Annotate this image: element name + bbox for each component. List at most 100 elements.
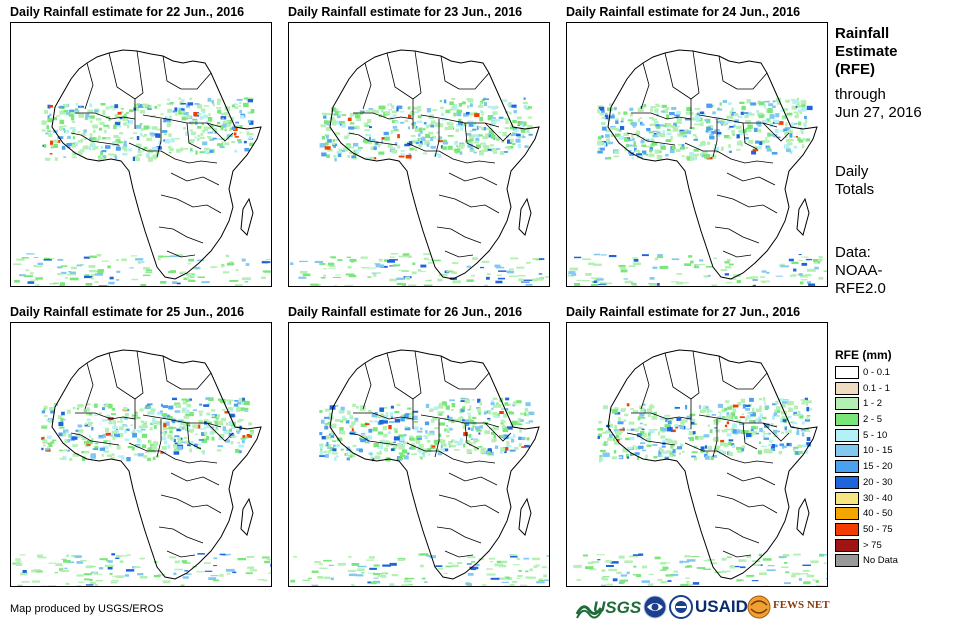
rain-cell — [679, 560, 684, 564]
rain-cell — [236, 429, 239, 432]
rain-cell — [470, 567, 476, 571]
rain-cell — [169, 270, 176, 273]
rain-cell — [482, 145, 488, 148]
rain-cell — [101, 150, 107, 153]
rain-cell — [689, 112, 694, 115]
rain-cell — [623, 111, 628, 115]
rain-cell — [334, 456, 337, 461]
rain-cell — [478, 126, 482, 128]
rain-cell — [498, 270, 507, 272]
rain-cell — [157, 258, 161, 261]
rain-cell — [224, 128, 227, 132]
rain-cell — [80, 264, 85, 266]
rain-cell — [299, 260, 308, 263]
rain-cell — [167, 98, 170, 101]
rain-cell — [761, 270, 767, 273]
rain-cell — [696, 264, 700, 267]
country-border — [664, 52, 692, 100]
rain-cell — [64, 439, 67, 444]
rain-cell — [355, 420, 358, 422]
rain-cell — [792, 421, 798, 425]
rain-cell — [167, 108, 172, 113]
rain-cell — [90, 120, 93, 124]
rain-cell — [633, 259, 639, 262]
rain-cell — [525, 283, 533, 286]
rain-cell — [414, 111, 420, 114]
rain-cell — [737, 449, 743, 453]
rain-cell — [188, 411, 194, 414]
rain-cell — [484, 284, 489, 286]
rain-cell — [624, 280, 633, 284]
panel-title: Daily Rainfall estimate for 22 Jun., 201… — [10, 5, 245, 19]
rain-cell — [319, 455, 326, 457]
rain-cell — [237, 450, 242, 454]
rain-cell — [117, 111, 122, 115]
rain-cell — [65, 113, 69, 116]
rain-cell — [780, 265, 789, 268]
rain-cell — [85, 113, 90, 118]
rain-cell — [43, 259, 52, 261]
rain-cell — [688, 431, 695, 436]
rain-cell — [409, 412, 415, 416]
rain-cell — [444, 404, 447, 407]
rain-cell — [666, 427, 673, 432]
rain-cell — [422, 454, 426, 458]
rain-cell — [188, 279, 196, 282]
rain-cell — [521, 281, 530, 283]
rain-cell — [125, 112, 129, 114]
rain-cell — [218, 438, 223, 441]
rain-cell — [185, 409, 190, 414]
rain-cell — [140, 127, 144, 131]
rain-cell — [192, 119, 196, 124]
rain-cell — [332, 139, 335, 142]
rain-cell — [140, 420, 145, 424]
rain-cell — [480, 449, 487, 454]
rain-cell — [525, 576, 531, 579]
rain-cell — [797, 121, 802, 126]
country-border — [128, 142, 161, 152]
rain-cell — [467, 419, 473, 424]
rain-cell — [319, 410, 323, 413]
rain-cell — [199, 116, 204, 120]
rain-cell — [513, 109, 517, 114]
rain-cell — [703, 434, 710, 438]
rain-cell — [236, 406, 240, 410]
rain-cell — [90, 581, 96, 585]
rain-cell — [328, 433, 335, 438]
rain-cell — [54, 572, 58, 574]
rain-cell — [77, 131, 80, 133]
rain-cell — [373, 577, 379, 579]
rain-cell — [394, 418, 401, 423]
rain-cell — [658, 447, 662, 450]
rain-cell — [440, 444, 443, 448]
rain-cell — [50, 410, 55, 414]
rain-cell — [162, 405, 168, 408]
rain-cell — [245, 400, 250, 406]
rain-cell — [452, 280, 461, 284]
rain-cell — [781, 566, 789, 568]
legend-item: 0.1 - 1 — [835, 381, 892, 398]
rain-cell — [689, 413, 696, 417]
rain-cell — [412, 262, 416, 265]
legend-label: 20 - 30 — [863, 476, 893, 488]
rain-cell — [147, 403, 153, 406]
rain-cell — [788, 429, 792, 434]
rain-cell — [526, 125, 533, 130]
rain-cell — [174, 435, 180, 438]
rain-cell — [637, 107, 644, 112]
rain-cell — [447, 135, 454, 137]
rain-cell — [438, 433, 442, 437]
rain-cell — [369, 567, 377, 570]
rain-cell — [479, 151, 484, 156]
rain-cell — [358, 448, 363, 453]
rain-cell — [616, 439, 620, 442]
rain-cell — [99, 447, 105, 451]
rain-cell — [314, 561, 321, 563]
rain-cell — [751, 426, 757, 429]
rain-cell — [415, 142, 420, 145]
rain-cell — [50, 140, 54, 145]
rain-cell — [42, 425, 48, 427]
rain-cell — [380, 413, 384, 418]
rain-cell — [418, 127, 423, 132]
rain-cell — [384, 136, 390, 141]
